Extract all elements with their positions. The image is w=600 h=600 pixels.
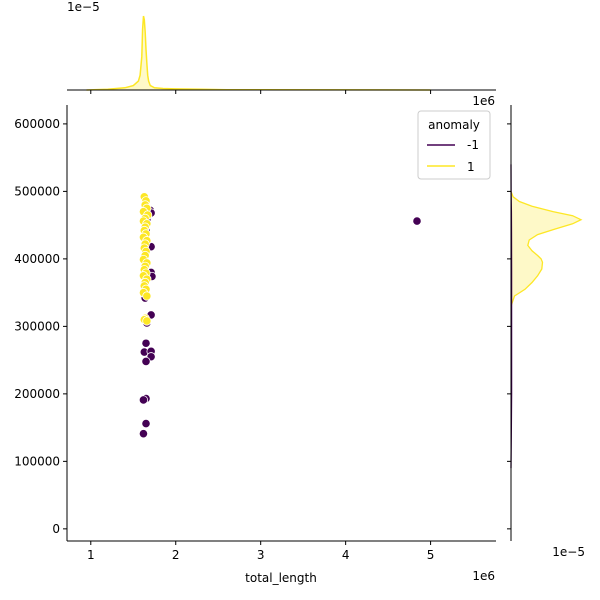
x-tick-label: 5 (427, 548, 435, 562)
point-neg1 (141, 356, 151, 367)
y-tick-label: 500000 (14, 184, 60, 198)
x-tick-label: 1 (87, 548, 95, 562)
x-axis-ticks: 1 2 3 4 5 (87, 541, 434, 562)
top-marginal-ticks (90, 90, 432, 94)
point-neg1 (141, 338, 151, 348)
legend: anomaly -1 1 (417, 110, 491, 180)
y-tick-label: 400000 (14, 252, 60, 266)
point-1 (142, 291, 152, 301)
x-tick-label: 2 (172, 548, 180, 562)
top-marginal-offset-label: 1e−5 (67, 0, 100, 14)
y-tick-label: 100000 (14, 454, 60, 468)
point-neg1 (138, 429, 149, 439)
right-marginal-ticks (507, 123, 511, 530)
point-neg1 (138, 395, 149, 405)
point-neg1 (141, 418, 151, 429)
x-tick-label: 3 (257, 548, 265, 562)
right-density-fill-1 (511, 191, 581, 307)
right-marginal-plot: 1e−5 (507, 105, 585, 559)
x-axis-offset-label: 1e6 (472, 569, 495, 583)
y-tick-label: 0 (52, 522, 60, 536)
y-tick-label: 600000 (14, 117, 60, 131)
right-density-line-1 (510, 191, 583, 307)
point-neg1 (412, 216, 422, 226)
y-axis-ticks: 0 100000 200000 300000 400000 500000 600000 (14, 117, 67, 536)
y-axis-offset-label: 1e6 (472, 94, 495, 108)
x-axis-label: total_length (245, 571, 317, 585)
right-marginal-offset-label: 1e−5 (552, 545, 585, 559)
main-plot: 1 2 3 4 5 0 100000 200000 300000 400000 500000 600… (14, 94, 496, 585)
x-tick-label: 4 (342, 548, 350, 562)
top-marginal-plot: 1e−5 (67, 0, 496, 94)
y-tick-label: 200000 (14, 387, 60, 401)
top-density-fill (86, 16, 431, 90)
right-marginal-density (510, 164, 583, 469)
top-marginal-density (86, 15, 431, 91)
legend-title: anomaly (428, 118, 480, 132)
legend-label-neg1: -1 (467, 138, 479, 152)
scatter-points (138, 192, 422, 439)
y-tick-label: 300000 (14, 319, 60, 333)
point-1 (142, 316, 152, 326)
top-density-line (86, 15, 431, 91)
legend-label-1: 1 (467, 160, 475, 174)
